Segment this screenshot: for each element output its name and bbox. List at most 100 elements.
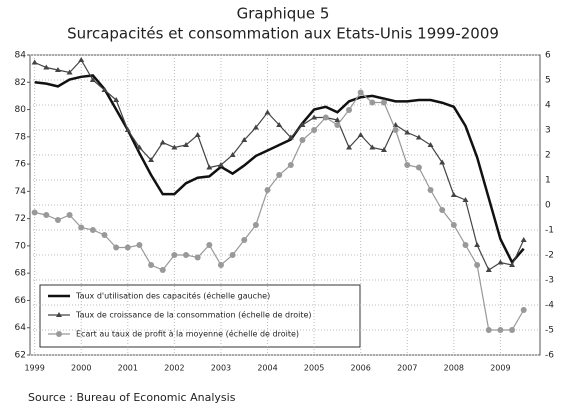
point [148, 157, 155, 162]
point [509, 262, 516, 267]
y-tick-label: 74 [15, 187, 27, 197]
point [311, 114, 318, 120]
point [136, 242, 143, 248]
source: Source : Bureau of Economic Analysis [28, 391, 236, 404]
x-tick-label: 2006 [351, 364, 371, 373]
y2-tick-label: -3 [545, 276, 554, 286]
legend-label: Ecart au taux de profit à la moyenne (éc… [76, 329, 299, 339]
point [474, 242, 481, 247]
y-tick-label: 80 [15, 105, 27, 115]
point [229, 152, 236, 157]
point [520, 307, 527, 313]
x-tick-label: 2000 [71, 364, 91, 373]
point [217, 262, 224, 268]
y2-tick-label: 5 [545, 76, 551, 86]
y-tick-label: 78 [15, 132, 27, 142]
point [56, 331, 62, 337]
point [520, 237, 527, 242]
point [66, 212, 73, 218]
point [78, 224, 85, 231]
point [485, 327, 492, 333]
point [229, 252, 236, 258]
point [369, 144, 376, 150]
point [450, 192, 457, 197]
point [31, 209, 38, 216]
x-tick-label: 2005 [304, 364, 324, 373]
chart-title: Graphique 5 [237, 5, 330, 23]
y-tick-label: 62 [15, 351, 26, 361]
legend-label: Taux d'utilisation des capacités (échell… [75, 291, 270, 301]
point [89, 227, 96, 233]
point [346, 107, 353, 113]
y-tick-label: 68 [15, 269, 27, 279]
point [346, 144, 353, 150]
point [206, 164, 213, 170]
x-tick-label: 2004 [257, 364, 277, 373]
y2-tick-label: 3 [545, 126, 551, 136]
y2-tick-label: -2 [545, 251, 554, 261]
point [287, 162, 294, 168]
point [241, 237, 248, 243]
x-tick-label: 2009 [490, 364, 510, 373]
point [183, 142, 190, 147]
point [148, 262, 155, 268]
point [124, 244, 131, 251]
point [54, 217, 61, 223]
point [287, 134, 294, 140]
y2-tick-label: -4 [545, 301, 554, 311]
point [334, 117, 341, 122]
x-tick-label: 1999 [24, 364, 44, 373]
point [66, 69, 73, 75]
point [54, 67, 61, 72]
point [56, 312, 62, 317]
point [276, 122, 283, 127]
y-tick-label: 76 [15, 160, 27, 170]
point [427, 187, 434, 193]
legend-box [39, 284, 361, 348]
point [194, 254, 201, 261]
point [194, 132, 201, 137]
point [497, 327, 504, 333]
point [450, 222, 457, 228]
y-tick-label: 82 [15, 78, 26, 88]
x-tick-label: 2001 [118, 364, 138, 373]
x-tick-label: 2007 [397, 364, 417, 373]
point [334, 122, 341, 128]
point [439, 159, 446, 165]
point [171, 144, 178, 150]
point [322, 114, 329, 121]
y-tick-label: 66 [15, 296, 27, 306]
point [124, 127, 131, 132]
point [78, 57, 85, 62]
point [380, 99, 387, 106]
point [136, 144, 143, 150]
point [415, 134, 422, 140]
point [509, 327, 516, 333]
x-tick-label: 2008 [444, 364, 464, 373]
point [485, 267, 492, 272]
point [357, 89, 364, 96]
point [415, 164, 422, 171]
y2-tick-label: 4 [545, 101, 551, 111]
point [404, 162, 411, 168]
point [439, 207, 446, 213]
point [264, 109, 271, 115]
point [462, 242, 469, 248]
y-tick-label: 64 [15, 323, 27, 333]
point [217, 162, 224, 167]
series-line [34, 74, 525, 265]
point [113, 97, 120, 102]
point [369, 99, 376, 106]
point [101, 232, 108, 238]
y2-tick-label: -1 [545, 226, 554, 236]
point [474, 262, 481, 268]
y2-tick-label: -5 [545, 326, 554, 336]
point [404, 129, 411, 135]
y-tick-label: 84 [15, 51, 27, 61]
x-tick-label: 2003 [211, 364, 231, 373]
point [43, 212, 50, 218]
point [276, 172, 283, 178]
point [159, 267, 166, 273]
point [206, 242, 213, 248]
